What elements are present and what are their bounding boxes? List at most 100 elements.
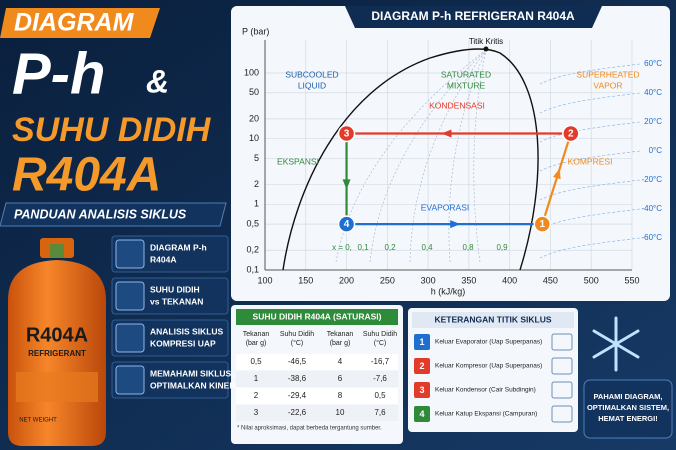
footer-text: PAHAMI DIAGRAM, [593,392,662,401]
region-label: LIQUID [298,80,326,90]
y-axis-label: P (bar) [242,26,269,36]
process-arrow [342,179,351,190]
y-tick-label: 100 [244,67,259,77]
quality-label: 0,1 [357,243,369,252]
saturation-dome [282,48,539,271]
title-1: P-h [12,41,105,106]
y-tick-label: 0,2 [246,245,259,255]
x-tick-label: 250 [380,275,395,285]
legend-icon [551,333,573,351]
cycle-point [337,124,356,143]
cycle-point [533,215,552,233]
table-header: (bar g) [330,340,351,347]
table-header: Suhu Didih [280,331,314,338]
cylinder-name: R404A [26,324,88,346]
y-tick-label: 0,1 [246,264,259,274]
chart-title-bg [345,6,602,28]
table-cell: 1 [254,374,259,383]
feature-text: KOMPRESI UAP [150,338,216,348]
x-tick-label: 550 [624,275,639,285]
table-cell: 0,5 [374,391,386,400]
isotherm-line [539,208,641,230]
feature-icon [115,281,145,311]
legend-icon [551,357,573,375]
y-tick-label: 20 [249,113,259,123]
table-cell: 10 [336,408,345,417]
quality-line [448,49,487,263]
region-label: SUPERHEATED [576,69,639,79]
table-header: Tekanan [327,331,354,338]
x-tick-label: 400 [502,275,517,285]
quality-line [369,49,487,263]
cylinder-panel [16,372,98,402]
legend-title: KETERANGAN TITIK SIKLUS [434,314,551,324]
table-cell: -7,6 [373,374,387,383]
legend-text: Keluar Kondensor (Cair Subdingin) [435,387,536,394]
x-tick-label: 100 [257,275,272,285]
table-cell: 4 [338,357,343,366]
feature-text: OPTIMALKAN KINERJA [150,380,246,390]
cycle-point-label: 3 [344,129,350,140]
table-cell: 0,5 [250,357,262,366]
process-label: KONDENSASI [429,100,485,110]
cycle-point [562,124,580,143]
feature-text: R404A [150,254,176,264]
isotherm-line [539,237,641,259]
footer-text: OPTIMALKAN SISTEM, [587,403,669,412]
table-header: Tekanan [243,331,270,338]
legend-text: Keluar Evaporator (Uap Superpanas) [435,339,542,346]
y-tick-label: 1 [254,199,259,209]
table-cell: 3 [254,408,259,417]
process-line [541,133,572,225]
isotherm-label: -40°C [641,204,662,213]
table-cell: -29,4 [288,391,307,400]
process-arrow [450,220,461,229]
quality-label: x = 0, [332,243,352,252]
feature-text: SUHU DIDIH [150,284,200,294]
snowflake [592,316,640,372]
process-label: KOMPRESI [568,156,613,166]
table-cell: -16,7 [371,357,390,366]
legend-text: Keluar Kompresor (Uap Superpanas) [435,363,542,370]
quality-label: 0,9 [496,243,508,252]
table-row-bg [236,371,398,387]
y-tick-label: 5 [254,153,259,163]
ampersand: & [146,63,169,99]
isotherm-label: -20°C [641,175,662,184]
banner-bg [0,8,160,38]
cycle-point-label: 1 [540,219,546,230]
feature-text: MEMAHAMI SIKLUS, [150,368,234,378]
region-label: SUBCOOLED [285,69,338,79]
title-3: R404A [12,149,161,202]
table-cell: -22,6 [288,408,307,417]
table-cell: 2 [254,391,259,400]
isotherm-line [539,179,641,201]
cylinder-valve [50,244,64,258]
table-header: (bar g) [246,340,267,347]
quality-line [335,49,487,263]
table-row-bg [236,354,398,370]
footer-bg [583,379,673,439]
y-tick-label: 2 [254,179,259,189]
cycle-point-label: 2 [568,129,574,140]
title-2: SUHU DIDIH [12,111,212,149]
table-header: (°C) [374,339,387,347]
quality-label: 0,2 [384,243,396,252]
cylinder: R404A REFRIGERANT NET WEIGHT [8,238,106,446]
x-tick-label: 500 [584,275,599,285]
region-label: VAPOR [593,80,622,90]
table-cell: 6 [338,374,343,383]
process-arrow [552,168,561,180]
x-tick-label: 150 [298,275,313,285]
cycle-point [337,215,356,233]
region-label: MIXTURE [447,80,486,90]
isotherm-label: 0°C [649,146,663,155]
legend-number: 3 [419,385,424,395]
table-header: Suhu Didih [363,331,397,338]
y-tick-label: 10 [249,133,259,143]
subtitle: PANDUAN ANALISIS SIKLUS [14,207,187,221]
legend-panel [408,308,578,432]
legend-badge [414,334,430,350]
legend-badge [414,358,430,374]
